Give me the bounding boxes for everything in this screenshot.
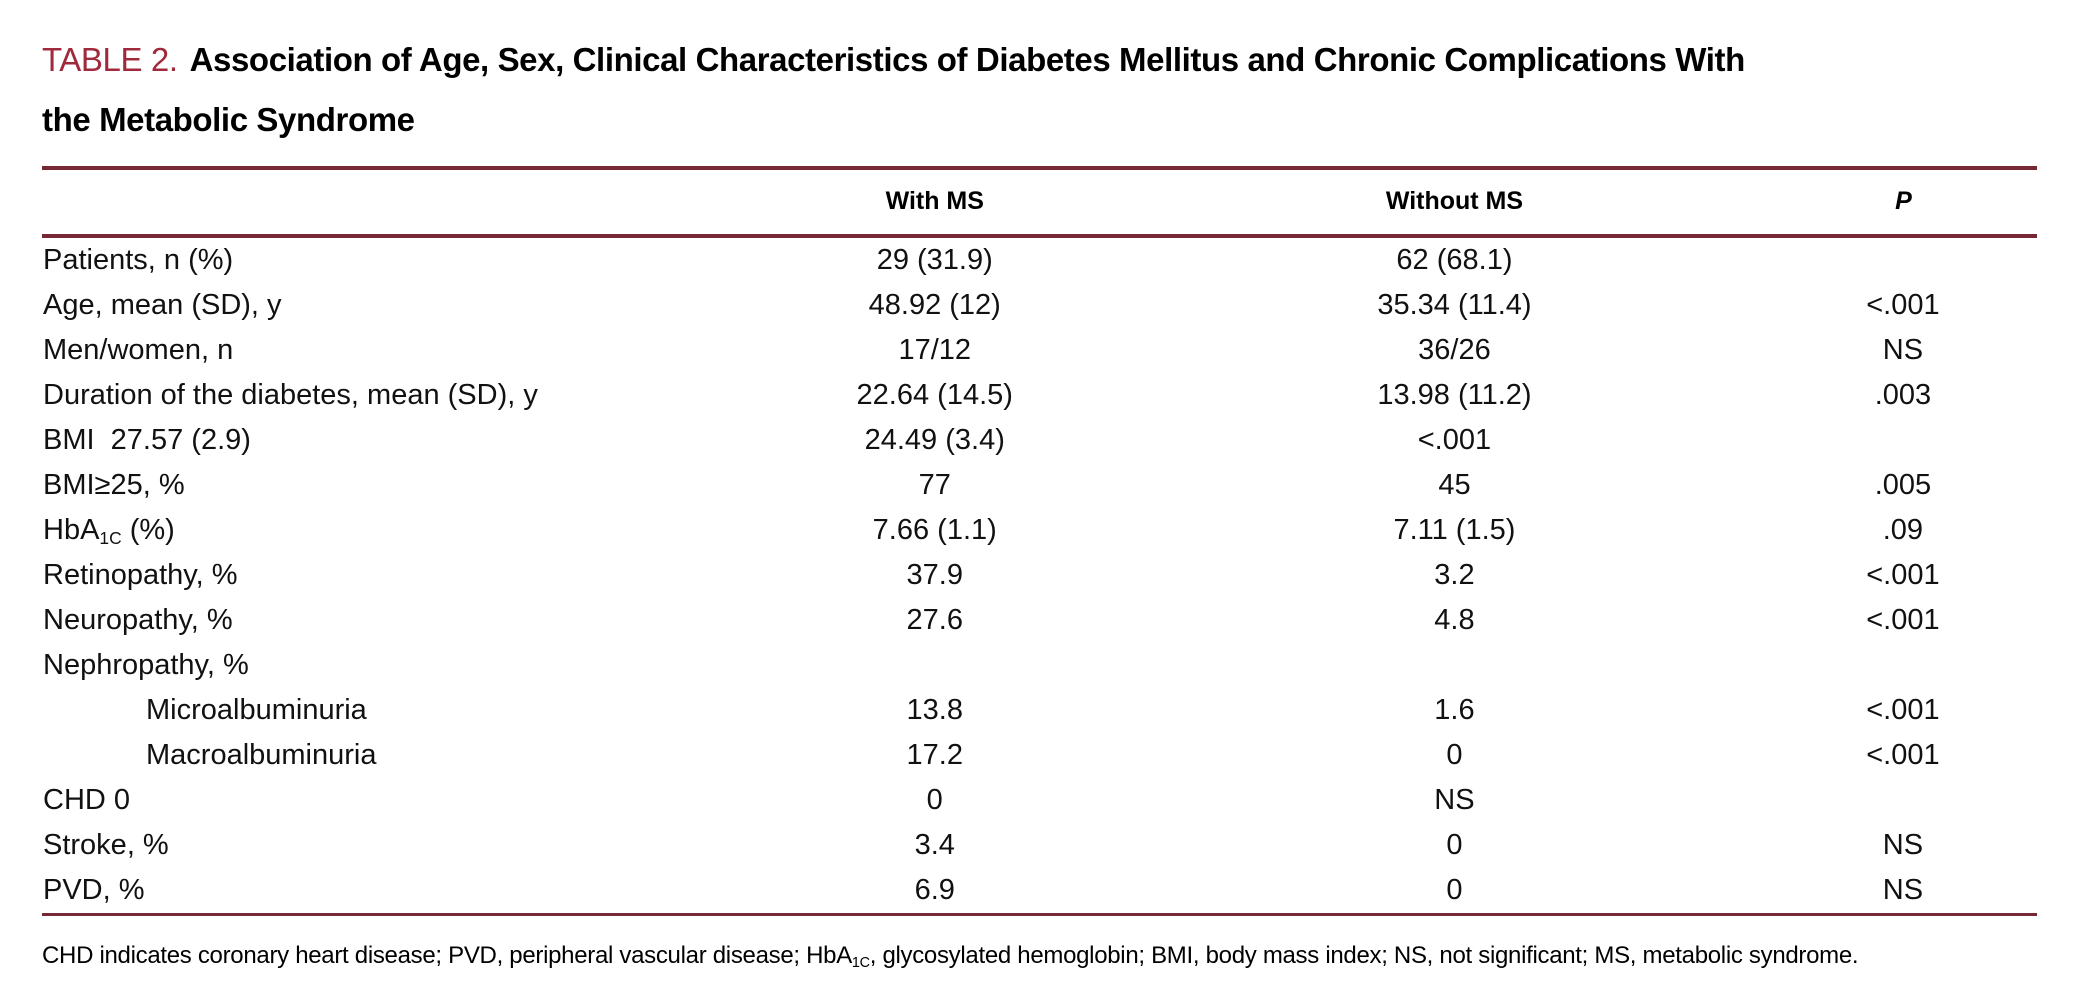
without-ms-value: 45 (1438, 469, 1471, 501)
row-label: Neuropathy, % (43, 604, 233, 636)
without-ms-value: 3.2 (1434, 559, 1475, 591)
table-row: BMI≥25, % 77 45 .005 (42, 463, 2037, 508)
without-ms-value (1209, 643, 1700, 688)
table-row: Stroke, % 3.4 0 NS (42, 823, 2037, 868)
row-label: Age, mean (SD), y (43, 289, 282, 321)
with-ms-value: 17.2 (906, 739, 963, 771)
with-ms-value: 6.9 (914, 874, 955, 906)
p-value (1700, 418, 2037, 463)
without-ms-value: 0 (1446, 829, 1463, 861)
table-row: Age, mean (SD), y 48.92 (12) 35.34 (11.4) <… (42, 283, 2037, 328)
row-label: Retinopathy, % (43, 559, 238, 591)
row-label: Nephropathy, % (43, 649, 249, 681)
p-value: .09 (1882, 514, 1924, 546)
table-row: Patients, n (%) 29 (31.9) 62 (68.1) (42, 236, 2037, 283)
row-label: Duration of the diabetes, mean (SD), y (43, 379, 538, 411)
p-value: <.001 (1866, 739, 1940, 771)
p-value: <.001 (1866, 559, 1940, 591)
row-label: Microalbuminuria (146, 694, 367, 726)
table-row: BMI 27.57 (2.9) 24.49 (3.4) <.001 (42, 418, 2037, 463)
without-ms-value: 13.98 (11.2) (1377, 379, 1532, 411)
without-ms-value: <.001 (1417, 424, 1492, 456)
p-value: NS (1882, 874, 1924, 906)
p-value (1700, 643, 2037, 688)
row-label: Macroalbuminuria (146, 739, 377, 771)
table-row: Nephropathy, % (42, 643, 2037, 688)
table-row: Macroalbuminuria 17.2 0 <.001 (42, 733, 2037, 778)
without-ms-value: 0 (1446, 874, 1463, 906)
table-row: PVD, % 6.9 0 NS (42, 868, 2037, 913)
header-with-ms: With MS (660, 170, 1210, 238)
row-label: CHD 0 (43, 784, 131, 816)
p-value: <.001 (1866, 289, 1940, 321)
row-label: BMI≥25, % (43, 469, 185, 501)
p-value: NS (1882, 829, 1924, 861)
row-label: Stroke, % (43, 829, 169, 861)
p-value: .003 (1874, 379, 1932, 411)
table-body: Patients, n (%) 29 (31.9) 62 (68.1) Age, me… (42, 236, 2037, 913)
table-row: Duration of the diabetes, mean (SD), y 22… (42, 373, 2037, 418)
without-ms-value: 36/26 (1418, 334, 1491, 366)
row-label: BMI 27.57 (2.9) (43, 424, 251, 456)
header-p: P (1699, 170, 2037, 238)
with-ms-value: 37.9 (906, 559, 963, 591)
with-ms-value: 48.92 (12) (868, 289, 1001, 321)
with-ms-value: 22.64 (14.5) (856, 379, 1013, 411)
header-row-label (42, 170, 661, 238)
title-rule (42, 166, 2037, 170)
table-title-line2: the Metabolic Syndrome (42, 101, 415, 138)
row-label: Patients, n (%) (43, 244, 234, 276)
table-row: Microalbuminuria 13.8 1.6 <.001 (42, 688, 2037, 733)
with-ms-value: 27.6 (906, 604, 963, 636)
without-ms-value: 7.11 (1.5) (1393, 514, 1516, 546)
row-label: Men/women, n (43, 334, 234, 366)
header-row: With MS Without MS P (42, 170, 2037, 238)
row-label: PVD, % (43, 874, 145, 906)
table-footnote: CHD indicates coronary heart disease; PV… (42, 942, 1859, 972)
table-number-label: TABLE 2. (42, 41, 178, 78)
data-table: With MS Without MS P Patients, n (%) 29 (… (42, 170, 2037, 913)
without-ms-value: NS (1434, 784, 1475, 816)
with-ms-value: 29 (31.9) (876, 244, 993, 276)
without-ms-value: 62 (68.1) (1396, 244, 1513, 276)
table-row: CHD 0 0 NS (42, 778, 2037, 823)
table-row: Neuropathy, % 27.6 4.8 <.001 (42, 598, 2037, 643)
table-title-line1: Association of Age, Sex, Clinical Charac… (189, 41, 1746, 78)
with-ms-value (660, 643, 1209, 688)
header-without-ms: Without MS (1209, 170, 1700, 238)
with-ms-value: 77 (918, 469, 951, 501)
without-ms-value: 4.8 (1434, 604, 1475, 636)
with-ms-value: 17/12 (898, 334, 972, 366)
p-value: <.001 (1866, 694, 1940, 726)
without-ms-value: 0 (1446, 739, 1463, 771)
without-ms-value: 1.6 (1434, 694, 1475, 726)
row-label: HbA1C (%) (43, 514, 175, 548)
table-row: Men/women, n 17/12 36/26 NS (42, 328, 2037, 373)
with-ms-value: 7.66 (1.1) (872, 514, 997, 546)
p-value: .005 (1874, 469, 1932, 501)
with-ms-value: 13.8 (906, 694, 963, 726)
bottom-rule (42, 913, 2037, 916)
without-ms-value: 35.34 (11.4) (1377, 289, 1532, 321)
table-title: TABLE 2. Association of Age, Sex, Clinica… (42, 30, 2037, 150)
with-ms-value: 3.4 (914, 829, 955, 861)
with-ms-value: 24.49 (3.4) (864, 424, 1005, 456)
table-row: HbA1C (%) 7.66 (1.1) 7.11 (1.5) .09 (42, 508, 2037, 553)
p-value: NS (1882, 334, 1924, 366)
p-value (1700, 778, 2037, 823)
p-value (1700, 236, 2037, 283)
p-value: <.001 (1866, 604, 1940, 636)
with-ms-value: 0 (926, 784, 943, 816)
table-row: Retinopathy, % 37.9 3.2 <.001 (42, 553, 2037, 598)
